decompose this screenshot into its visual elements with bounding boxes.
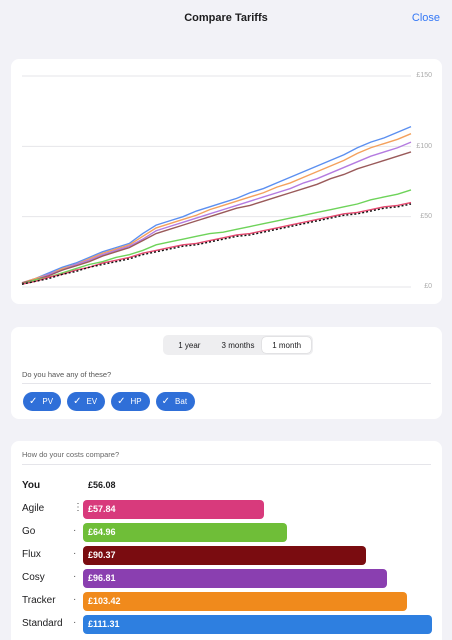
- tariff-name: Go: [22, 526, 36, 537]
- y-tick-0: £0: [424, 283, 432, 290]
- chip-label: Bat: [175, 397, 188, 406]
- tariff-name: Agile: [22, 503, 45, 514]
- tariff-cost-bar: £111.31: [83, 615, 432, 634]
- checkmark-icon: ✓: [161, 396, 171, 407]
- series-line-0: [21, 125, 412, 284]
- tariff-name: Flux: [22, 549, 41, 560]
- chip-pv[interactable]: ✓ PV: [23, 392, 62, 411]
- filters-question: Do you have any of these?: [22, 370, 112, 379]
- cost-line-chart: [21, 75, 412, 288]
- tariff-name: Tracker: [22, 595, 56, 606]
- tariff-row-standard[interactable]: Standard · £111.31: [11, 614, 442, 634]
- row-marker-icon: ·: [73, 525, 77, 536]
- filters-card: 1 year 3 months 1 month Do you have any …: [11, 327, 442, 419]
- tariff-cost-bar: £90.37: [83, 546, 366, 565]
- you-value: £56.08: [88, 480, 116, 490]
- chip-label: HP: [130, 397, 142, 406]
- chart-card: £150 £100 £50 £0: [11, 59, 442, 304]
- tariff-cost-bar: £103.42: [83, 592, 407, 611]
- series-line-5: [21, 201, 412, 285]
- you-label: You: [22, 480, 41, 491]
- range-tab-1-month[interactable]: 1 month: [262, 337, 312, 353]
- nav-bar: Compare Tariffs Close: [0, 0, 452, 40]
- tariff-row-tracker[interactable]: Tracker · £103.42: [11, 591, 442, 611]
- row-marker-icon: ·: [73, 617, 77, 628]
- tariff-row-agile[interactable]: Agile ⋮ £57.84: [11, 499, 442, 519]
- tariff-cost-bar: £96.81: [83, 569, 387, 588]
- chip-label: EV: [86, 397, 98, 406]
- range-tab-3-months[interactable]: 3 months: [221, 340, 255, 350]
- tariff-cost-bar: £64.96: [83, 523, 287, 542]
- divider: [22, 383, 431, 384]
- range-tab-1-year[interactable]: 1 year: [178, 340, 201, 350]
- you-row: You £56.08: [11, 476, 442, 496]
- compare-card: How do your costs compare? You £56.08 Ag…: [11, 441, 442, 640]
- chip-bat[interactable]: ✓ Bat: [155, 392, 196, 411]
- tariff-row-flux[interactable]: Flux · £90.37: [11, 545, 442, 565]
- checkmark-icon: ✓: [73, 396, 82, 407]
- row-marker-icon: ⋮: [73, 502, 83, 513]
- y-tick-150: £150: [416, 72, 432, 79]
- compare-question: How do your costs compare?: [22, 450, 120, 459]
- page-title: Compare Tariffs: [184, 12, 268, 24]
- range-segmented-control: 1 year 3 months 1 month: [163, 335, 313, 355]
- y-tick-50: £50: [420, 213, 432, 220]
- series-line-4: [21, 189, 412, 285]
- chip-hp[interactable]: ✓ HP: [111, 392, 150, 411]
- chip-ev[interactable]: ✓ EV: [67, 392, 106, 411]
- checkmark-icon: ✓: [29, 396, 38, 407]
- chip-label: PV: [42, 397, 54, 406]
- row-marker-icon: ·: [73, 571, 77, 582]
- close-button[interactable]: Close: [411, 12, 440, 24]
- series-line-1: [21, 133, 412, 284]
- row-marker-icon: ·: [73, 594, 77, 605]
- series-line-6: [21, 203, 412, 285]
- series-line-3: [21, 151, 412, 284]
- row-marker-icon: ·: [73, 548, 77, 559]
- tariff-cost-bar: £57.84: [83, 500, 264, 519]
- tariff-name: Standard: [22, 618, 63, 629]
- tariff-row-cosy[interactable]: Cosy · £96.81: [11, 568, 442, 588]
- tariff-name: Cosy: [22, 572, 45, 583]
- divider: [22, 464, 431, 465]
- series-line-2: [21, 141, 412, 284]
- tariff-row-go[interactable]: Go · £64.96: [11, 522, 442, 542]
- y-tick-100: £100: [416, 143, 432, 150]
- checkmark-icon: ✓: [117, 396, 126, 407]
- filter-chips: ✓ PV ✓ EV ✓ HP ✓ Bat: [23, 392, 196, 411]
